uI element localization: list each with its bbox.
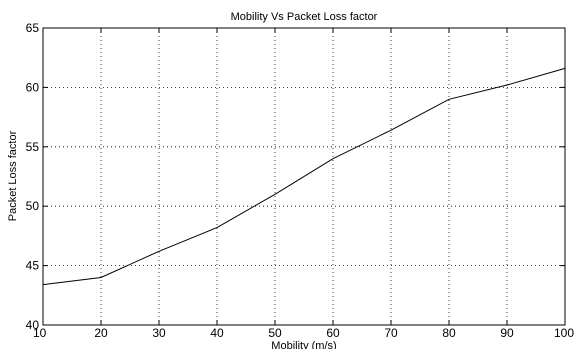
x-axis-label: Mobility (m/s): [271, 340, 336, 349]
x-tick-labels: 10 20 30 40 50 60 70 80 90 100: [33, 326, 574, 340]
axis-ticks: [42, 27, 566, 326]
y-axis-label: Packet Loss factor: [7, 130, 19, 221]
x-tick-label: 70: [384, 326, 398, 340]
y-tick-labels: 40 45 50 55 60 65: [26, 21, 40, 332]
x-tick-label: 80: [442, 326, 456, 340]
x-tick-label: 30: [152, 326, 166, 340]
x-tick-label: 40: [210, 326, 224, 340]
series-group: [42, 67, 566, 286]
x-tick-label: 20: [94, 326, 108, 340]
series-line: [42, 67, 566, 286]
y-tick-label: 50: [26, 199, 40, 213]
y-tick-label: 45: [26, 259, 40, 273]
y-tick-label: 60: [26, 80, 40, 94]
x-tick-label: 100: [554, 326, 574, 340]
x-tick-label: 90: [500, 326, 514, 340]
y-tick-label: 55: [26, 140, 40, 154]
grid-lines: [43, 28, 565, 325]
chart-title: Mobility Vs Packet Loss factor: [231, 11, 378, 23]
y-tick-label: 40: [26, 318, 40, 332]
x-tick-label: 10: [33, 326, 47, 340]
y-tick-label: 65: [26, 21, 40, 35]
x-tick-label: 50: [268, 326, 282, 340]
x-tick-label: 60: [326, 326, 340, 340]
